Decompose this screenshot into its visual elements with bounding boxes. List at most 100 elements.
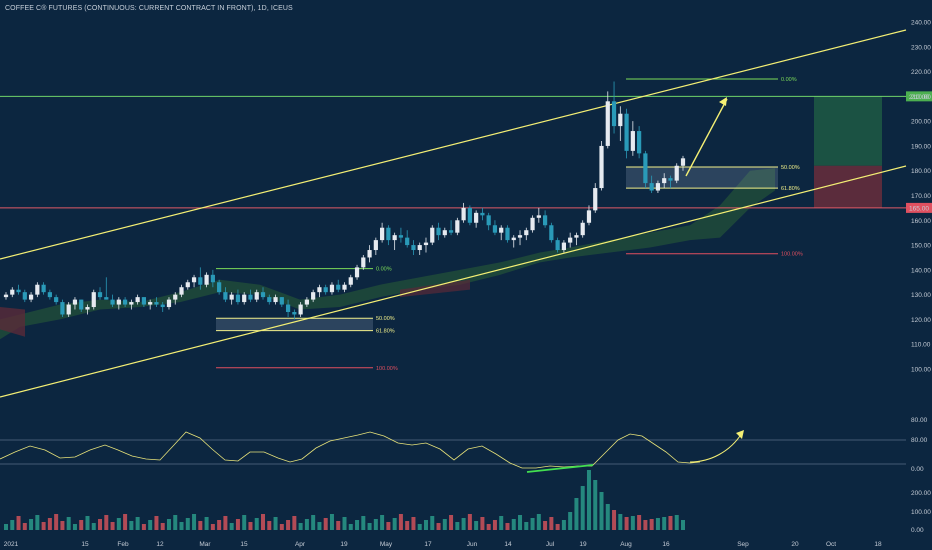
candle-body bbox=[217, 282, 222, 293]
candle-body bbox=[367, 250, 372, 258]
projection-arrow-head bbox=[719, 97, 727, 106]
candle-body bbox=[411, 245, 416, 251]
candle-body bbox=[91, 292, 96, 308]
time-tick-label: 19 bbox=[340, 541, 348, 548]
volume-bar bbox=[104, 515, 109, 530]
price-tick-label: 220.00 bbox=[911, 69, 931, 76]
candle-body bbox=[662, 178, 667, 184]
volume-bar bbox=[79, 520, 84, 530]
volume-bar bbox=[568, 512, 573, 530]
channel-layer bbox=[0, 29, 907, 398]
time-tick-label: 14 bbox=[504, 541, 512, 548]
channel-lower bbox=[0, 165, 907, 398]
volume-bar bbox=[580, 486, 585, 530]
volume-bar bbox=[248, 522, 253, 530]
candle-body bbox=[242, 294, 247, 303]
fib-right-level-label: 50.00% bbox=[781, 165, 800, 171]
volume-bar bbox=[129, 521, 134, 530]
candle-body bbox=[348, 277, 353, 285]
time-tick-label: 2021 bbox=[4, 541, 19, 548]
volume-bar bbox=[91, 523, 96, 530]
volume-bar bbox=[499, 516, 504, 530]
candle-body bbox=[60, 302, 65, 315]
candle-body bbox=[461, 207, 466, 221]
volume-bar bbox=[54, 514, 59, 530]
candle-body bbox=[486, 215, 491, 226]
candle-body bbox=[392, 235, 397, 241]
price-tick-label: 240.00 bbox=[911, 20, 931, 27]
candle-body bbox=[373, 240, 378, 251]
price-tick-label: 200.00 bbox=[911, 119, 931, 126]
candle-body bbox=[336, 284, 341, 290]
volume-bar bbox=[681, 520, 685, 530]
volume-bar bbox=[286, 520, 291, 530]
volume-bar bbox=[242, 515, 247, 530]
ichimoku-cloud-layer bbox=[0, 168, 775, 340]
volume-bar bbox=[668, 516, 673, 530]
volume-bar bbox=[442, 519, 447, 530]
volume-bar bbox=[543, 521, 548, 530]
volume-bar bbox=[110, 522, 115, 530]
fib-right-level-label: 0.00% bbox=[781, 77, 797, 83]
rsi-projection-arrow-head bbox=[736, 430, 744, 439]
candle-body bbox=[442, 230, 447, 236]
volume-bar bbox=[586, 470, 591, 530]
fib-right-level-label: 61.80% bbox=[781, 186, 800, 192]
ichimoku-cloud-red bbox=[400, 279, 470, 298]
candle-body bbox=[173, 294, 178, 300]
candle-body bbox=[317, 287, 322, 293]
candle-body bbox=[22, 292, 27, 300]
volume-bar bbox=[555, 524, 560, 530]
volume-bar bbox=[348, 524, 353, 530]
candles-layer bbox=[3, 81, 686, 320]
candle-body bbox=[323, 287, 328, 293]
candle-body bbox=[574, 235, 579, 238]
candle-body bbox=[229, 294, 234, 300]
volume-bar bbox=[60, 521, 65, 530]
volume-bar bbox=[98, 519, 103, 530]
candle-body bbox=[35, 284, 40, 295]
volume-bar bbox=[329, 514, 334, 530]
projection-arrow-shaft bbox=[685, 98, 728, 177]
volume-bar bbox=[518, 515, 523, 530]
candle-body bbox=[448, 230, 454, 233]
ichimoku-cloud-green bbox=[0, 168, 775, 340]
volume-bar bbox=[449, 515, 454, 530]
price-tick-label: 210.00 bbox=[911, 94, 931, 101]
volume-bar bbox=[198, 521, 203, 530]
candle-body bbox=[398, 235, 404, 238]
candle-body bbox=[72, 299, 78, 305]
volume-bar bbox=[417, 524, 422, 530]
candle-body bbox=[41, 284, 46, 293]
candle-body bbox=[436, 227, 441, 236]
candle-body bbox=[79, 299, 84, 310]
candle-body bbox=[3, 294, 9, 298]
candle-body bbox=[354, 267, 360, 278]
candle-body bbox=[148, 302, 153, 305]
volume-bar bbox=[492, 520, 497, 530]
candle-body bbox=[10, 289, 15, 295]
candle-body bbox=[361, 257, 366, 268]
candle-body bbox=[298, 304, 303, 315]
volume-bar bbox=[486, 524, 491, 530]
trade-box-layer bbox=[814, 96, 882, 208]
candle-body bbox=[568, 237, 573, 243]
candle-body bbox=[110, 299, 115, 305]
candle-body bbox=[223, 292, 228, 300]
time-tick-label: Aug bbox=[620, 541, 632, 548]
candle-body bbox=[311, 292, 316, 300]
candle-body bbox=[160, 304, 165, 308]
candle-body bbox=[204, 274, 209, 285]
volume-bar bbox=[35, 515, 40, 530]
volume-bar bbox=[605, 504, 610, 530]
rsi-tick-label: 80.00 bbox=[911, 437, 928, 444]
volume-bar bbox=[204, 517, 209, 530]
volume-bar bbox=[373, 519, 378, 530]
time-tick-label: Mar bbox=[199, 541, 211, 548]
volume-bar bbox=[267, 521, 272, 530]
volume-bar bbox=[367, 523, 372, 530]
candle-body bbox=[549, 225, 554, 241]
candle-body bbox=[97, 292, 103, 298]
candle-body bbox=[386, 227, 391, 241]
time-tick-label: Jun bbox=[467, 541, 478, 548]
